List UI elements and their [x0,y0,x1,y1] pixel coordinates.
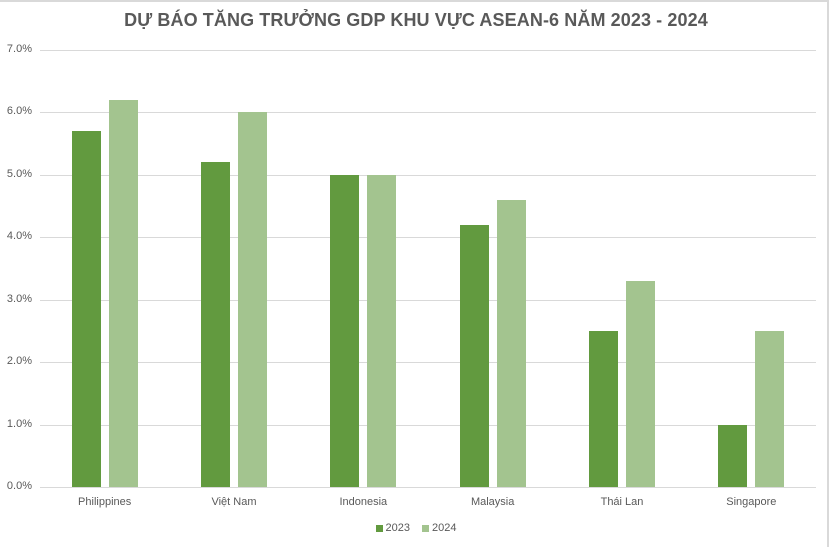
x-tick-label: Việt Nam [211,496,257,508]
bar-2024 [626,281,655,487]
legend-swatch-2023 [375,524,383,532]
gridline [40,300,816,301]
y-tick-label: 0.0% [6,480,32,492]
x-tick-label: Thái Lan [600,496,644,508]
legend-item-2023: 2023 [375,522,410,534]
bar-2024 [367,175,396,487]
gridline [40,362,816,363]
legend-label-2023: 2023 [385,522,410,534]
legend-item-2024: 2024 [422,522,456,534]
y-tick-label: 3.0% [6,293,32,305]
chart-title: DỰ BÁO TĂNG TRƯỞNG GDP KHU VỰC ASEAN-6 N… [124,10,708,30]
bar-2024 [497,200,526,487]
y-tick-label: 5.0% [6,168,32,180]
gridline [40,50,816,51]
legend: 2023 2024 [0,522,832,534]
bar-2023 [201,162,230,487]
bar-2023 [460,225,489,487]
bar-2024 [109,100,138,487]
y-tick-label: 1.0% [6,418,32,430]
gridline [40,175,816,176]
bar-2023 [589,331,618,487]
y-tick-label: 7.0% [6,43,32,55]
x-tick-label: Malaysia [470,496,515,508]
bar-2024 [755,331,784,487]
bar-2023 [330,175,359,487]
y-tick-label: 4.0% [6,230,32,242]
y-tick-label: 2.0% [6,355,32,367]
gridline [40,237,816,238]
bar-2024 [238,112,267,487]
plot-area [40,50,816,488]
bar-2023 [718,425,747,487]
x-tick-label: Philippines [78,496,132,508]
legend-label-2024: 2024 [432,522,457,534]
legend-swatch-2024 [422,524,429,532]
x-tick-label: Indonesia [339,496,388,508]
bar-2023 [72,131,101,487]
y-tick-label: 6.0% [6,105,32,117]
x-tick-label: Singapore [726,496,777,508]
gridline [40,487,816,488]
gridline [40,112,816,113]
gridline [40,425,816,426]
